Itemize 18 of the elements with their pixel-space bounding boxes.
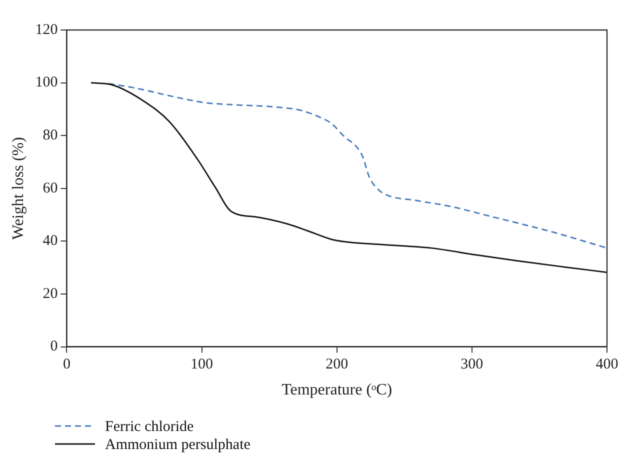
line-series — [90, 82, 607, 274]
x-tick-label: 300 — [460, 356, 484, 373]
y-tick-label: 0 — [50, 338, 58, 355]
line-series — [108, 82, 607, 249]
x-tick-label: 200 — [326, 356, 348, 373]
y-tick-label: 100 — [35, 74, 58, 91]
x-tick-label: 0 — [62, 356, 70, 373]
x-axis-title: Temperature (ᵒC) — [282, 382, 392, 399]
legend-label: Ferric chloride — [105, 418, 194, 435]
y-tick-label: 20 — [42, 286, 58, 302]
y-axis-title: Weight loss (%) — [10, 137, 27, 240]
x-tick-label: 100 — [190, 356, 214, 373]
x-tick-label: 400 — [596, 356, 618, 373]
y-tick-label: 60 — [42, 180, 58, 196]
legend-label: Ammonium persulphate — [105, 436, 251, 453]
y-tick-label: 80 — [42, 128, 58, 144]
y-tick-label: 40 — [42, 233, 58, 250]
y-tick-label: 120 — [35, 22, 58, 38]
